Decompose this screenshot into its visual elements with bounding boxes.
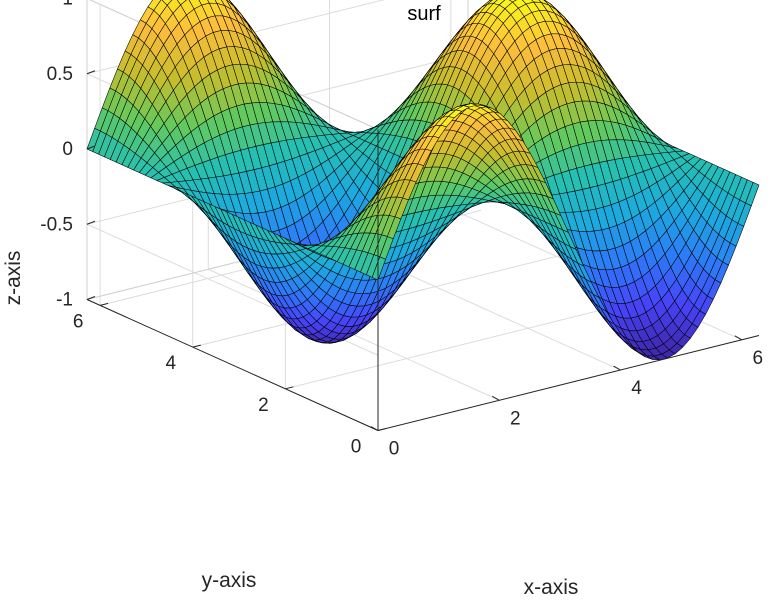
y-tick xyxy=(285,386,294,390)
y-tick-label: 4 xyxy=(165,353,176,374)
z-tick xyxy=(86,145,96,150)
x-tick-label: 2 xyxy=(510,408,521,429)
surface-patch xyxy=(508,0,517,3)
x-tick-label: 0 xyxy=(389,439,400,460)
x-tick-label: 6 xyxy=(753,348,764,369)
y-tick-label: 0 xyxy=(351,437,362,458)
x-tick xyxy=(613,365,621,371)
z-tick-label: 0 xyxy=(62,139,73,160)
y-tick xyxy=(192,344,201,348)
z-tick xyxy=(86,70,96,75)
x-axis-label: x-axis xyxy=(524,576,579,599)
z-axis-label: z-axis xyxy=(2,251,25,306)
z-tick xyxy=(86,296,96,300)
y-tick xyxy=(99,302,109,306)
z-tick-label: 1 xyxy=(62,0,73,10)
surface-mesh xyxy=(86,0,760,361)
z-tick-label: -1 xyxy=(56,290,73,311)
surface-patch xyxy=(487,0,498,5)
x-axis-line xyxy=(377,335,760,431)
axes-lines xyxy=(86,70,760,431)
y-tick-label: 2 xyxy=(258,395,269,416)
surface-patch xyxy=(161,0,173,6)
y-axis-label: y-axis xyxy=(202,569,257,592)
x-tick xyxy=(492,395,500,401)
y-tick xyxy=(377,428,387,431)
tick-labels: -1 -0.5 0 0.5 1 0 2 4 6 0 2 4 6 xyxy=(40,0,763,460)
x-tick-label: 4 xyxy=(631,378,642,399)
surface-patch xyxy=(745,182,760,207)
chart-title: surf xyxy=(407,3,441,25)
z-tick xyxy=(86,220,96,225)
y-tick-label: 6 xyxy=(73,311,84,332)
y-axis-line xyxy=(86,299,379,431)
x-tick xyxy=(734,335,743,341)
x-tick xyxy=(370,426,379,431)
z-tick-label: -0.5 xyxy=(40,214,73,235)
surface-patch xyxy=(489,0,492,2)
z-tick-label: 0.5 xyxy=(47,64,73,85)
